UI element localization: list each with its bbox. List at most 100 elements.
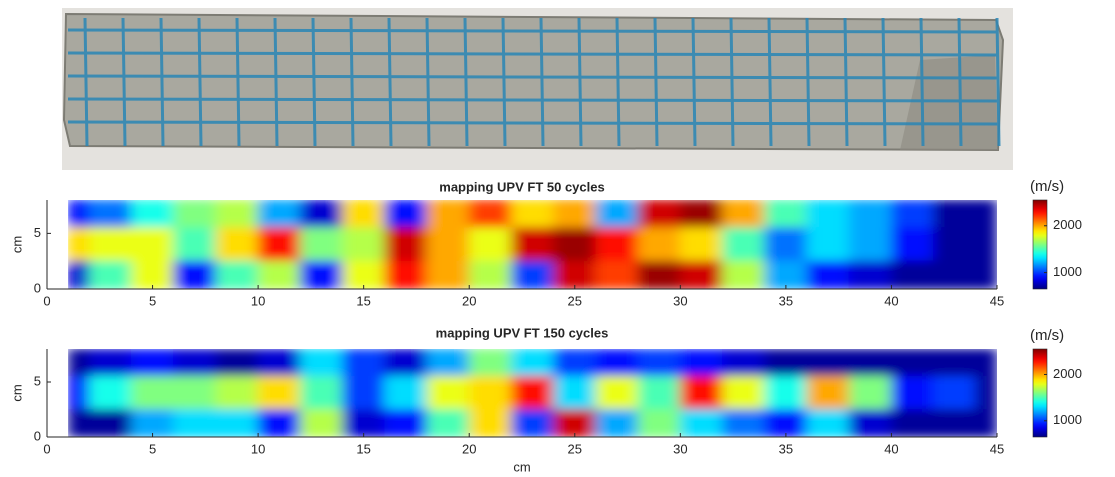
colorbar — [1032, 348, 1048, 438]
heatmap-cell — [637, 376, 681, 410]
heatmap-cell — [68, 260, 90, 289]
heatmap-cell — [384, 349, 428, 377]
heatmap-cell — [257, 200, 301, 229]
heatmap-cell — [130, 200, 175, 229]
heatmap-cell — [890, 200, 935, 229]
heatmap-cell — [88, 260, 132, 289]
x-tick-label: 20 — [462, 441, 476, 456]
colorbar-tick-label: 2000 — [1053, 366, 1082, 381]
heatmap-cell — [510, 349, 555, 377]
heatmap-cells — [68, 349, 998, 437]
heatmap-cell — [806, 409, 850, 437]
heatmap-cell — [933, 349, 977, 377]
heatmap-cell — [553, 227, 597, 262]
heatmap-cell — [342, 409, 386, 437]
colorbar-tick-label: 1000 — [1053, 264, 1082, 279]
heatmap-cell — [426, 409, 470, 437]
photo-grid-line — [83, 17, 89, 147]
photo-grid-line — [463, 17, 469, 147]
heatmap-cell — [848, 227, 892, 262]
x-tick-label: 25 — [568, 441, 582, 456]
photo-grid-line — [387, 17, 393, 147]
heatmap-cell — [426, 200, 470, 229]
heatmap-cell — [933, 227, 977, 262]
heatmap-cell — [848, 200, 892, 229]
photo-grid-line — [919, 17, 925, 147]
photo-grid-line — [425, 17, 431, 147]
heatmap-cell — [848, 376, 892, 410]
y-tick-label: 5 — [34, 225, 41, 240]
colorbar-tick-label: 1000 — [1053, 412, 1082, 427]
photo-grid-line — [501, 17, 507, 147]
x-tick-label: 5 — [149, 441, 156, 456]
heatmap-cell — [215, 260, 259, 289]
colorbar-label: (m/s) — [1030, 178, 1064, 195]
x-tick-label: 10 — [251, 293, 265, 308]
chart-title: mapping UPV FT 50 cycles — [439, 179, 604, 194]
heatmap-cell — [342, 227, 386, 262]
heatmap-cell — [764, 349, 808, 377]
photo-grid-line — [729, 17, 735, 147]
heatmap-cell — [722, 376, 766, 410]
heatmap-cell — [384, 260, 428, 289]
heatmap-cell — [722, 200, 766, 229]
x-tick-label: 45 — [990, 441, 1004, 456]
photo-grid-line — [197, 17, 203, 147]
photo-grid-line — [235, 17, 241, 147]
heatmap-cell — [764, 200, 808, 229]
heatmap-cell — [510, 376, 555, 410]
heatmap-cell — [215, 349, 259, 377]
heatmap-cell — [975, 349, 998, 377]
heatmap-cell — [722, 409, 766, 437]
heatmap-cell — [173, 260, 217, 289]
heatmap-cell — [257, 409, 301, 437]
heatmap-cell — [384, 200, 428, 229]
x-axis-label: cm — [513, 459, 530, 474]
heatmap-cell — [553, 376, 597, 410]
colorbar — [1032, 199, 1048, 290]
heatmap-cell — [68, 227, 90, 262]
heatmap-cell — [468, 200, 512, 229]
photo-grid-line — [843, 17, 849, 147]
heatmap-cell — [764, 260, 808, 289]
specimen-photo — [62, 8, 1013, 170]
x-tick-label: 5 — [149, 293, 156, 308]
x-tick-label: 45 — [990, 293, 1004, 308]
heatmap-cell — [553, 200, 597, 229]
colorbar-tick-label: 2000 — [1053, 217, 1082, 232]
photo-grid-line — [67, 120, 999, 126]
heatmap-cell — [933, 200, 977, 229]
heatmap-cell — [679, 260, 724, 289]
heatmap-cell — [215, 200, 259, 229]
heatmap-cell — [890, 349, 935, 377]
heatmap-cell — [342, 260, 386, 289]
x-tick-label: 40 — [884, 293, 898, 308]
x-tick-label: 15 — [356, 293, 370, 308]
heatmap-cell — [553, 260, 597, 289]
photo-grid-line — [67, 51, 999, 57]
y-tick-label: 0 — [34, 428, 41, 443]
heatmap-cell — [299, 409, 344, 437]
heatmap-cell — [130, 260, 175, 289]
heatmap-cell — [764, 227, 808, 262]
heatmap-cell — [215, 227, 259, 262]
heatmap-cell — [468, 349, 512, 377]
heatmap-cell — [764, 376, 808, 410]
heatmap-cell — [890, 260, 935, 289]
y-axis-label: cm — [9, 236, 24, 253]
photo-grid-line — [767, 17, 773, 147]
heatmap-cell — [88, 200, 132, 229]
photo-grid-line — [539, 17, 545, 147]
heatmap-cell — [299, 200, 344, 229]
heatmap-cell — [426, 260, 470, 289]
heatmap-cell — [510, 409, 555, 437]
heatmap-cell — [299, 227, 344, 262]
photo-grid-line — [881, 17, 887, 147]
heatmap-cell — [173, 376, 217, 410]
heatmap-cell — [299, 349, 344, 377]
heatmap-cell — [722, 260, 766, 289]
heatmap-cell — [426, 227, 470, 262]
heatmap-cell — [764, 409, 808, 437]
photo-grid-line — [995, 17, 1001, 147]
photo-grid-line — [691, 17, 697, 147]
